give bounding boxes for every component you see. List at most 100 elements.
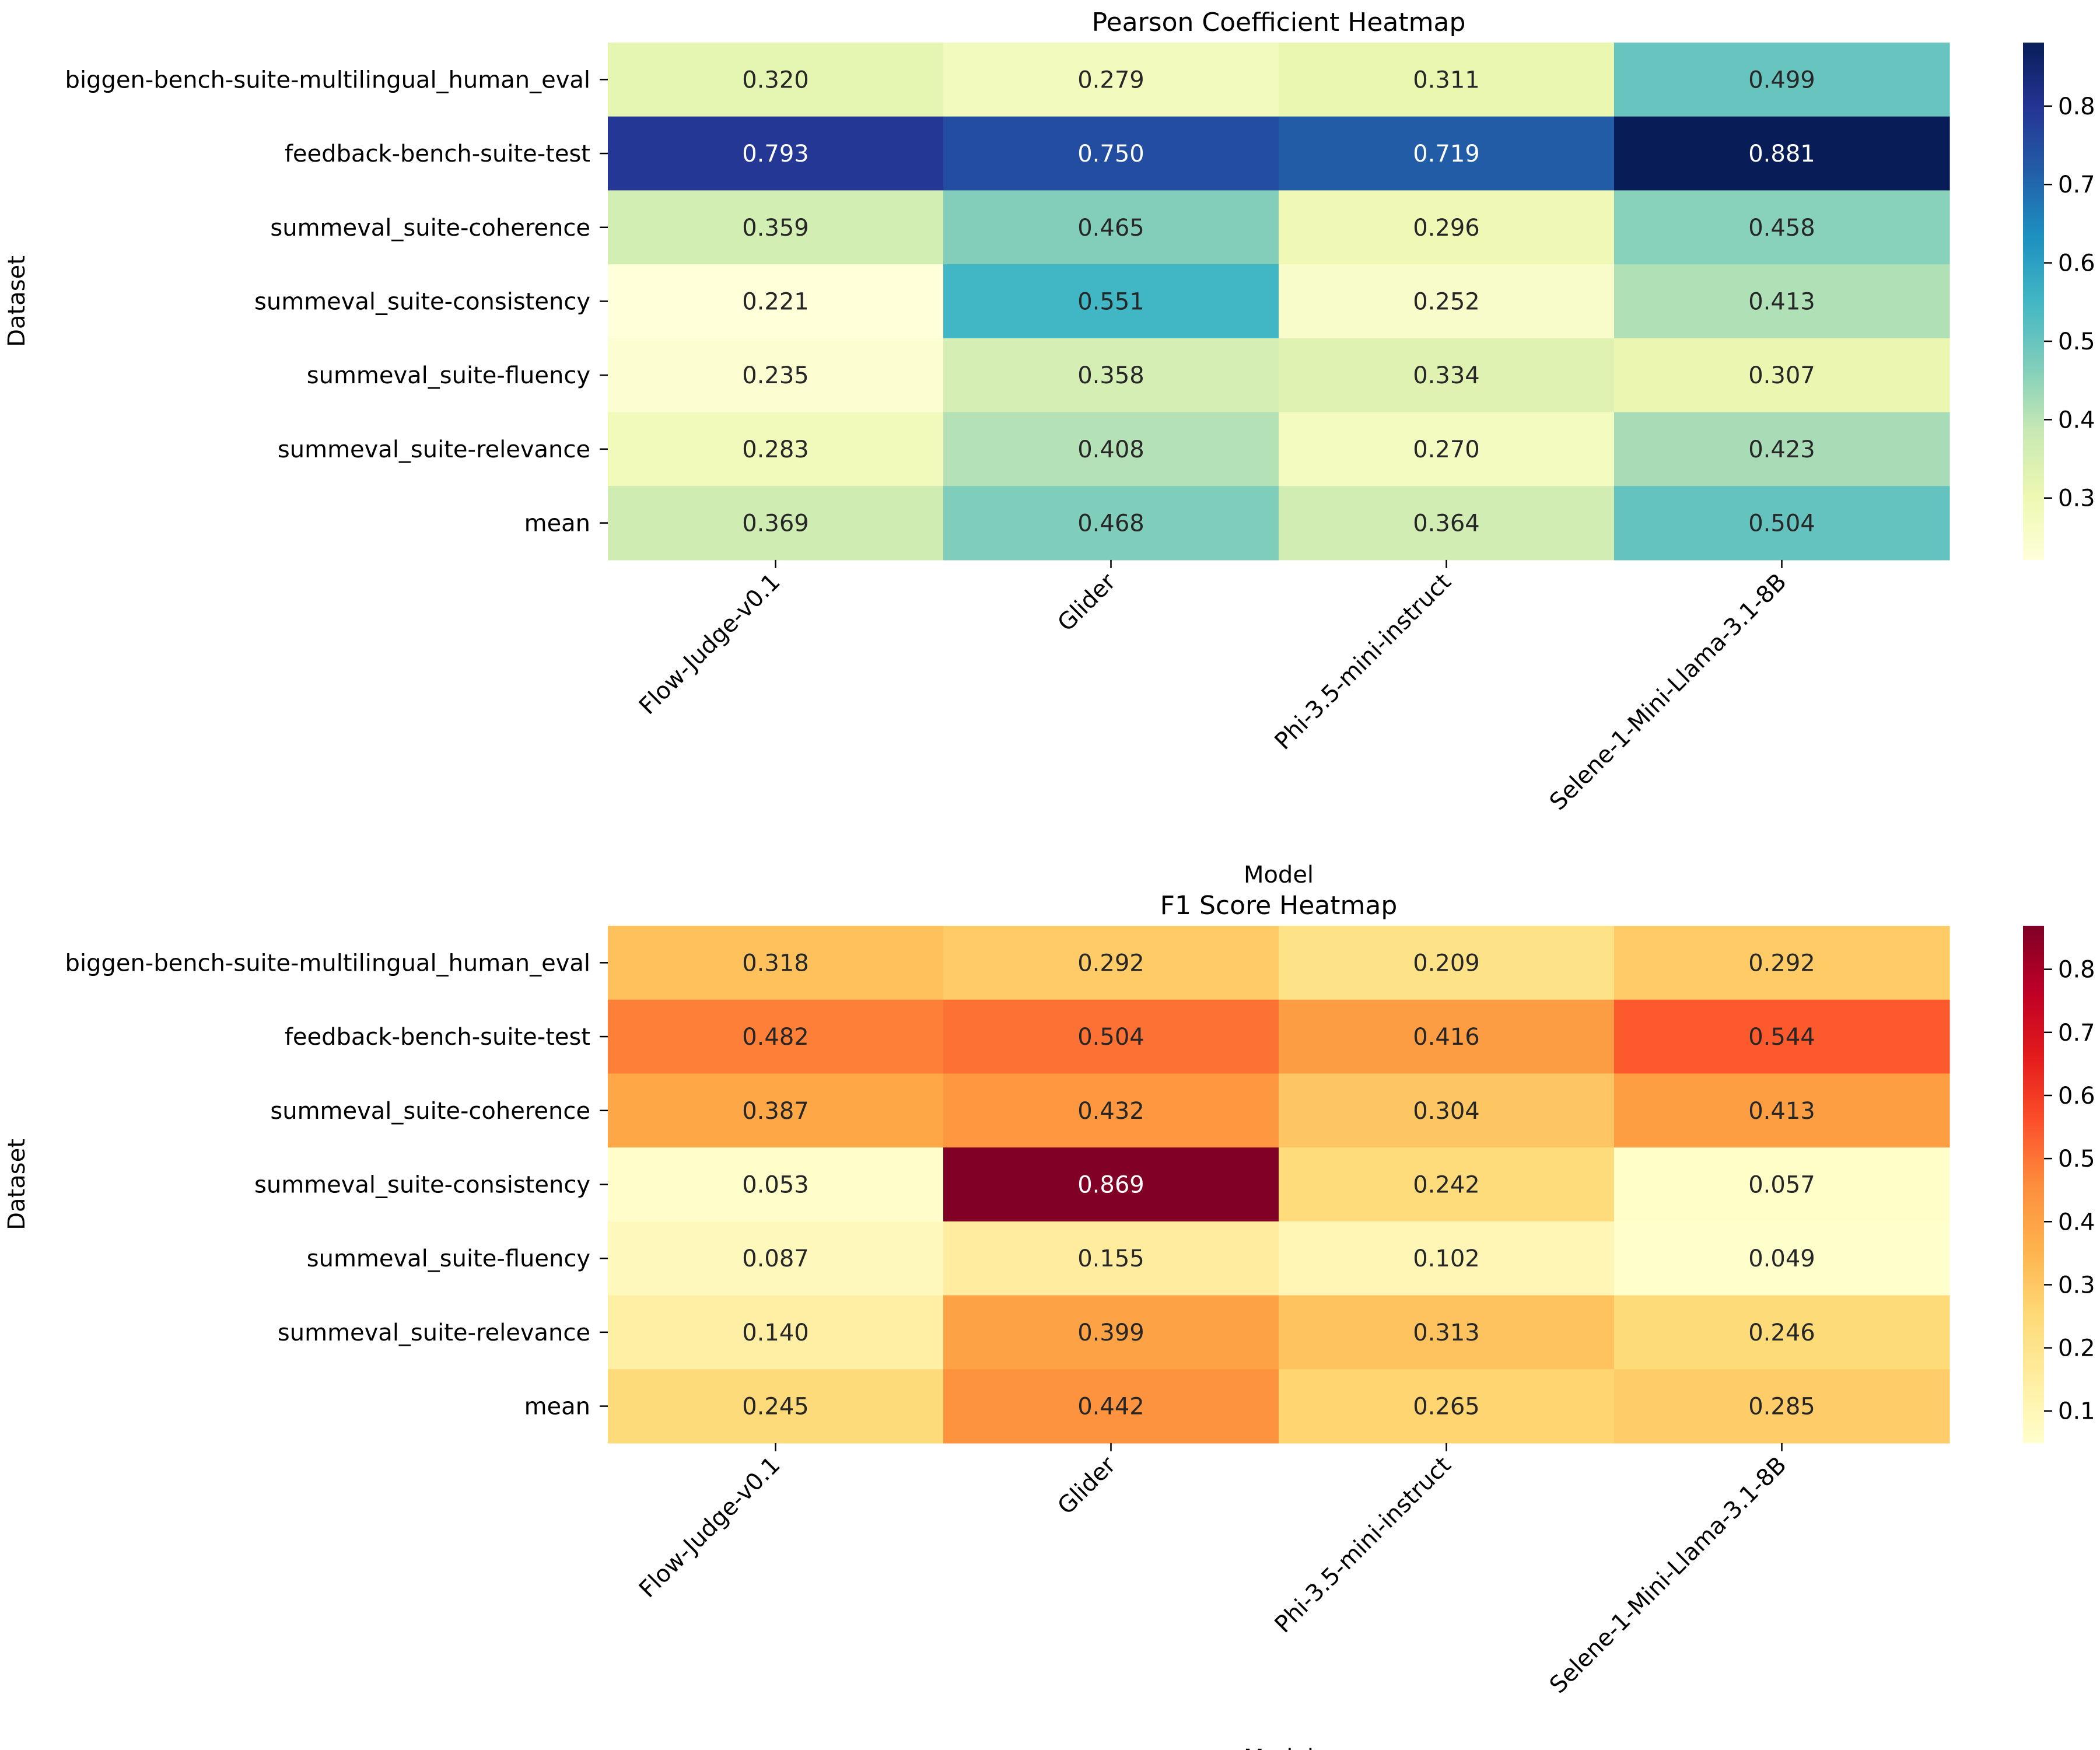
cell-value-label: 0.881	[1748, 141, 1815, 167]
heatmap-cell	[608, 926, 944, 1000]
colorbar	[2023, 926, 2044, 1443]
heatmap-cell	[1279, 1073, 1615, 1148]
cell-value-label: 0.087	[742, 1245, 809, 1272]
x-tick-label: Glider	[1052, 568, 1121, 637]
cell-value-label: 0.364	[1413, 510, 1480, 537]
heatmap-cell	[943, 486, 1279, 561]
heatmap-cell	[1614, 926, 1950, 1000]
heatmap-cell	[943, 412, 1279, 487]
heatmap-cell	[943, 190, 1279, 265]
heatmap-cell	[608, 190, 944, 265]
cell-value-label: 0.270	[1413, 436, 1480, 463]
heatmap-cell	[1614, 43, 1950, 117]
y-tick-label: biggen-bench-suite-multilingual_human_ev…	[65, 66, 590, 93]
heatmap-cell	[1279, 190, 1615, 265]
cell-value-label: 0.252	[1413, 288, 1480, 315]
heatmap-cell	[1614, 1147, 1950, 1222]
heatmap-cell	[1279, 116, 1615, 191]
heatmap-cell	[1279, 264, 1615, 339]
cell-value-label: 0.209	[1413, 950, 1480, 977]
cell-value-label: 0.544	[1748, 1024, 1815, 1051]
heatmap-panel-2: F1 Score Heatmap 0.318 0.292 0.209 0.292 0.48…	[4, 891, 2095, 1750]
heatmap-cell	[943, 43, 1279, 117]
cell-value-label: 0.245	[742, 1394, 809, 1420]
y-tick-label: summeval_suite-consistency	[254, 1171, 590, 1198]
colorbar-tick-label: 0.3	[2058, 485, 2095, 512]
x-axis-label: Model	[1244, 1745, 1314, 1750]
y-tick-label: feedback-bench-suite-test	[285, 141, 590, 167]
y-tick-label: summeval_suite-relevance	[278, 436, 590, 463]
heatmap-cell	[1614, 116, 1950, 191]
heatmap-cell	[943, 1221, 1279, 1296]
cell-value-label: 0.285	[1748, 1394, 1815, 1420]
y-tick-label: feedback-bench-suite-test	[285, 1024, 590, 1051]
cell-value-label: 0.296	[1413, 215, 1480, 242]
heatmap-cell	[943, 1369, 1279, 1444]
cell-value-label: 0.307	[1748, 362, 1815, 389]
heatmap-cell	[1614, 486, 1950, 561]
y-tick-label: summeval_suite-coherence	[270, 1098, 590, 1125]
colorbar-tick-label: 0.8	[2058, 957, 2095, 984]
cell-value-label: 0.242	[1413, 1171, 1480, 1198]
colorbar-tick-label: 0.7	[2058, 1020, 2095, 1046]
heatmap-cell	[1279, 412, 1615, 487]
x-tick-label: Flow-Judge-v0.1	[634, 1451, 786, 1603]
y-tick-label: mean	[524, 1394, 590, 1420]
colorbar-tick-label: 0.5	[2058, 328, 2095, 355]
heatmap-panel-1: Pearson Coefficient Heatmap 0.320 0.279 0.3…	[4, 8, 2095, 888]
cell-value-label: 0.311	[1413, 66, 1480, 93]
cell-value-label: 0.359	[742, 215, 809, 242]
heatmap-cell	[1279, 1221, 1615, 1296]
cell-value-label: 0.102	[1413, 1245, 1480, 1272]
colorbar-tick-label: 0.6	[2058, 250, 2095, 277]
heatmap-cell	[1614, 412, 1950, 487]
x-tick-label: Selene-1-Mini-Llama-3.1-8B	[1545, 568, 1792, 816]
cell-value-label: 0.399	[1077, 1320, 1144, 1346]
heatmap-cell	[608, 999, 944, 1074]
cell-value-label: 0.304	[1413, 1098, 1480, 1125]
cell-value-label: 0.334	[1413, 362, 1480, 389]
cell-value-label: 0.057	[1748, 1171, 1815, 1198]
heatmap-cell	[608, 1147, 944, 1222]
cell-value-label: 0.320	[742, 66, 809, 93]
cell-value-label: 0.416	[1413, 1024, 1480, 1051]
heatmap-cell	[943, 116, 1279, 191]
cell-value-label: 0.442	[1077, 1394, 1144, 1420]
x-tick-label: Flow-Judge-v0.1	[634, 568, 786, 720]
cell-value-label: 0.140	[742, 1320, 809, 1346]
y-tick-label: summeval_suite-relevance	[278, 1320, 590, 1346]
colorbar-tick-label: 0.4	[2058, 1209, 2095, 1236]
cell-value-label: 0.499	[1748, 66, 1815, 93]
heatmap-cell	[1614, 338, 1950, 413]
cell-value-label: 0.235	[742, 362, 809, 389]
cell-value-label: 0.313	[1413, 1320, 1480, 1346]
heatmap-cell	[1279, 43, 1615, 117]
heatmap-cell	[608, 43, 944, 117]
colorbar-tick-label: 0.3	[2058, 1272, 2095, 1298]
colorbar-tick-label: 0.1	[2058, 1398, 2095, 1425]
heatmap-cell	[608, 338, 944, 413]
y-axis-label: Dataset	[4, 1139, 30, 1230]
y-axis-label: Dataset	[4, 256, 30, 347]
heatmap-cell	[1279, 338, 1615, 413]
heatmap-cell	[1279, 1147, 1615, 1222]
heatmap-cell	[1279, 1369, 1615, 1444]
colorbar-tick-label: 0.6	[2058, 1083, 2095, 1110]
cell-value-label: 0.458	[1748, 215, 1815, 242]
heatmap-cell	[943, 264, 1279, 339]
x-tick-label: Phi-3.5-mini-instruct	[1270, 568, 1457, 755]
cell-value-label: 0.413	[1748, 1098, 1815, 1125]
x-tick-label: Glider	[1052, 1451, 1121, 1520]
cell-value-label: 0.049	[1748, 1245, 1815, 1272]
chart-title: Pearson Coefficient Heatmap	[1092, 8, 1466, 37]
cell-value-label: 0.408	[1077, 436, 1144, 463]
cell-value-label: 0.504	[1077, 1024, 1144, 1051]
x-axis-label: Model	[1244, 862, 1314, 888]
heatmap-cell	[1614, 1369, 1950, 1444]
cell-value-label: 0.221	[742, 288, 809, 315]
cell-value-label: 0.246	[1748, 1320, 1815, 1346]
x-tick-label: Selene-1-Mini-Llama-3.1-8B	[1545, 1451, 1792, 1699]
heatmap-cell	[1279, 926, 1615, 1000]
cell-value-label: 0.155	[1077, 1245, 1144, 1272]
